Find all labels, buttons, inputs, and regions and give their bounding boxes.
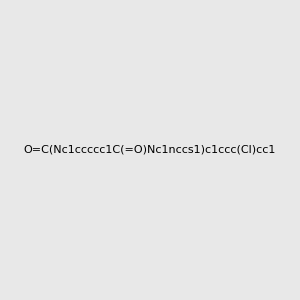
Text: O=C(Nc1ccccc1C(=O)Nc1nccs1)c1ccc(Cl)cc1: O=C(Nc1ccccc1C(=O)Nc1nccs1)c1ccc(Cl)cc1 <box>24 145 276 155</box>
